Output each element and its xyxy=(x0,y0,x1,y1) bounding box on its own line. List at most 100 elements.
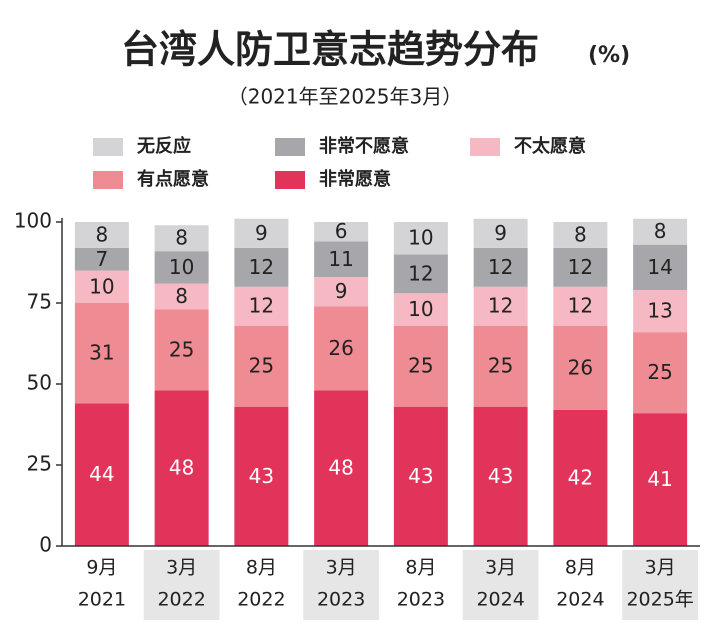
x-tick-label: 2023 xyxy=(397,589,445,611)
category-background xyxy=(303,550,379,620)
data-label: 6 xyxy=(335,219,348,243)
data-label: 8 xyxy=(654,219,667,243)
y-tick-label: 75 xyxy=(27,290,52,314)
x-tick-label: 3月 xyxy=(166,557,197,579)
y-tick-label: 50 xyxy=(27,371,52,395)
data-label: 10 xyxy=(169,255,194,279)
bar-segment xyxy=(234,406,289,546)
bar-segment xyxy=(553,409,608,546)
data-label: 48 xyxy=(169,456,194,480)
x-tick-label: 8月 xyxy=(405,557,436,579)
x-tick-label: 3月 xyxy=(326,557,357,579)
legend-swatch xyxy=(93,171,123,189)
bar-segment xyxy=(74,403,129,546)
data-label: 31 xyxy=(89,341,114,365)
bar-segment xyxy=(393,254,448,294)
data-label: 12 xyxy=(568,255,593,279)
data-label: 14 xyxy=(647,255,672,279)
x-tick-label: 2022 xyxy=(157,589,205,611)
data-label: 48 xyxy=(328,456,353,480)
legend-label: 非常愿意 xyxy=(319,168,391,190)
legend-label: 不太愿意 xyxy=(514,135,586,157)
data-label: 8 xyxy=(175,284,188,308)
legend-label: 无反应 xyxy=(137,135,191,157)
data-label: 12 xyxy=(249,294,274,318)
legend-swatch xyxy=(275,138,305,156)
bar-segment xyxy=(393,222,448,255)
bar-segment xyxy=(633,413,688,546)
x-tick-label: 2025年 xyxy=(626,589,693,611)
data-label: 12 xyxy=(488,294,513,318)
chart-title: 台湾人防卫意志趋势分布 xyxy=(121,28,539,72)
x-tick-label: 8月 xyxy=(565,557,596,579)
data-label: 26 xyxy=(568,355,593,379)
data-label: 11 xyxy=(328,247,353,271)
bar-segment xyxy=(473,406,528,546)
bar-segment xyxy=(633,244,688,291)
data-label: 8 xyxy=(175,226,188,250)
bar-segment xyxy=(633,290,688,333)
bar-segment xyxy=(234,247,289,287)
bar-segment xyxy=(74,247,129,271)
data-label: 26 xyxy=(328,336,353,360)
data-label: 13 xyxy=(647,299,672,323)
bar-segment xyxy=(234,325,289,407)
category-background xyxy=(462,550,539,620)
data-label: 12 xyxy=(488,255,513,279)
data-label: 12 xyxy=(249,255,274,279)
data-label: 42 xyxy=(568,465,593,489)
data-label: 8 xyxy=(574,222,587,246)
x-tick-label: 2022 xyxy=(237,589,285,611)
x-tick-label: 2024 xyxy=(556,589,604,611)
data-label: 10 xyxy=(408,226,433,250)
x-tick-label: 3月 xyxy=(485,557,516,579)
data-label: 41 xyxy=(647,467,672,491)
bar-segment xyxy=(154,390,209,546)
bar-segment xyxy=(633,218,688,245)
bar-segment xyxy=(393,293,448,326)
x-tick-label: 9月 xyxy=(86,557,117,579)
y-tick-label: 100 xyxy=(14,209,52,233)
x-tick-label: 3月 xyxy=(645,557,676,579)
bar-segment xyxy=(473,247,528,287)
bar-segment xyxy=(74,303,129,404)
bar-segment xyxy=(314,306,369,391)
data-label: 43 xyxy=(249,464,274,488)
data-label: 10 xyxy=(408,297,433,321)
subtitle: （2021年至2025年3月） xyxy=(228,85,463,109)
bar-segment xyxy=(473,286,528,326)
data-label: 12 xyxy=(408,261,433,285)
bar-segment xyxy=(314,222,369,242)
category-background xyxy=(143,550,220,620)
data-label: 7 xyxy=(96,247,109,271)
x-tick-label: 2024 xyxy=(476,589,524,611)
bar-segment xyxy=(154,283,209,310)
legend-swatch xyxy=(275,171,305,189)
bar-segment xyxy=(314,241,369,278)
bar-segment xyxy=(154,309,209,391)
bar-segment xyxy=(393,325,448,407)
data-label: 25 xyxy=(169,337,194,361)
x-tick-label: 2023 xyxy=(317,589,365,611)
data-label: 9 xyxy=(494,221,507,245)
category-background xyxy=(622,550,698,620)
x-tick-label: 8月 xyxy=(246,557,277,579)
bar-segment xyxy=(633,332,688,414)
data-label: 10 xyxy=(89,274,114,298)
bar-segment xyxy=(553,222,608,248)
unit: (%) xyxy=(588,43,630,68)
legend-swatch xyxy=(470,138,500,156)
bar-segment xyxy=(393,406,448,546)
data-label: 43 xyxy=(488,464,513,488)
data-label: 9 xyxy=(335,279,348,303)
legend-label: 有点愿意 xyxy=(137,168,209,190)
legend-label: 非常不愿意 xyxy=(319,135,409,157)
data-label: 12 xyxy=(568,294,593,318)
bar-segment xyxy=(553,325,608,410)
data-label: 44 xyxy=(89,462,114,486)
data-label: 25 xyxy=(408,354,433,378)
bar-segment xyxy=(154,251,209,284)
bar-segment xyxy=(74,270,129,303)
bar-segment xyxy=(473,325,528,407)
